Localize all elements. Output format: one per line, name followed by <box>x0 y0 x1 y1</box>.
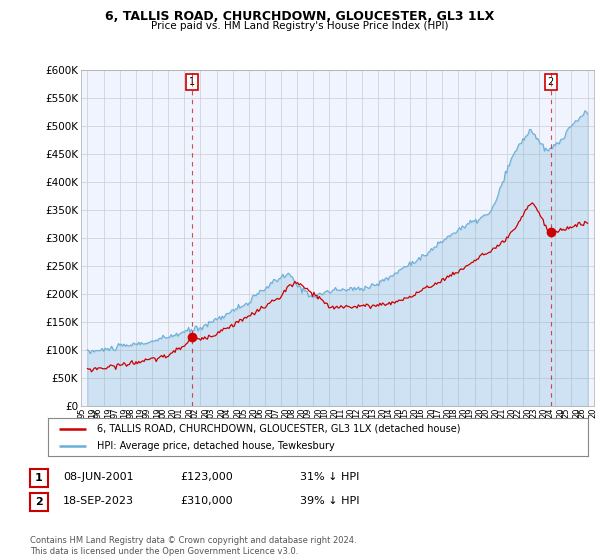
Text: 2: 2 <box>547 77 554 87</box>
Text: HPI: Average price, detached house, Tewkesbury: HPI: Average price, detached house, Tewk… <box>97 441 334 451</box>
Text: 31% ↓ HPI: 31% ↓ HPI <box>300 472 359 482</box>
Text: 6, TALLIS ROAD, CHURCHDOWN, GLOUCESTER, GL3 1LX (detached house): 6, TALLIS ROAD, CHURCHDOWN, GLOUCESTER, … <box>97 423 460 433</box>
Text: £123,000: £123,000 <box>180 472 233 482</box>
Text: 1: 1 <box>188 77 194 87</box>
Text: 1: 1 <box>35 473 43 483</box>
Text: Price paid vs. HM Land Registry's House Price Index (HPI): Price paid vs. HM Land Registry's House … <box>151 21 449 31</box>
Text: £310,000: £310,000 <box>180 496 233 506</box>
Text: Contains HM Land Registry data © Crown copyright and database right 2024.
This d: Contains HM Land Registry data © Crown c… <box>30 536 356 556</box>
Text: 2: 2 <box>35 497 43 507</box>
Text: 08-JUN-2001: 08-JUN-2001 <box>63 472 134 482</box>
Text: 18-SEP-2023: 18-SEP-2023 <box>63 496 134 506</box>
Text: 6, TALLIS ROAD, CHURCHDOWN, GLOUCESTER, GL3 1LX: 6, TALLIS ROAD, CHURCHDOWN, GLOUCESTER, … <box>106 10 494 23</box>
Text: 39% ↓ HPI: 39% ↓ HPI <box>300 496 359 506</box>
